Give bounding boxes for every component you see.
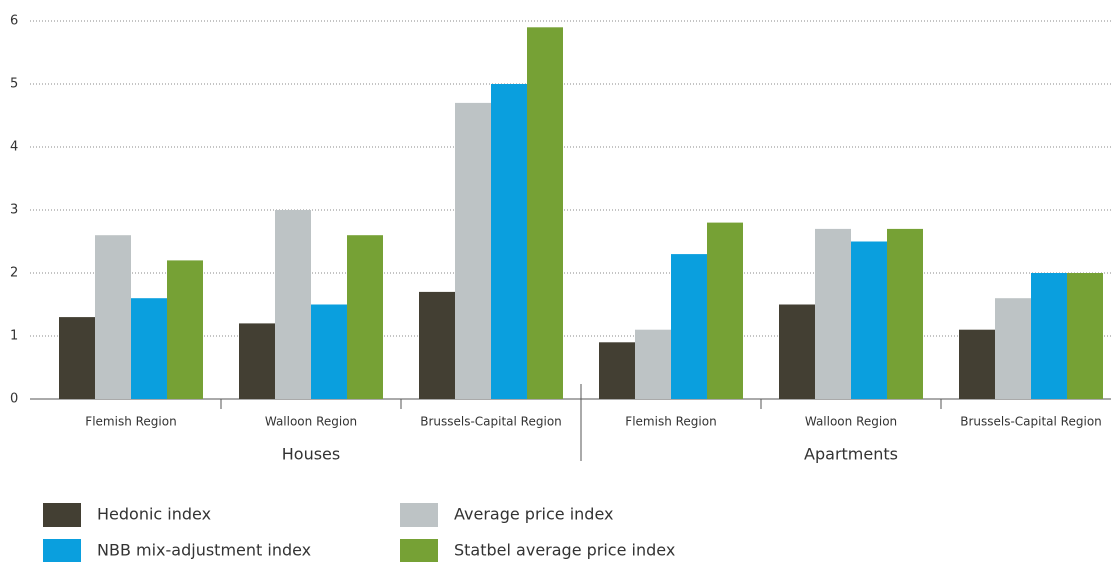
x-tick-label: Walloon Region xyxy=(805,415,897,429)
x-tick-label: Flemish Region xyxy=(85,415,176,429)
group-label: Apartments xyxy=(804,445,898,464)
legend-swatch xyxy=(43,539,81,562)
bar xyxy=(995,298,1031,399)
bar xyxy=(95,235,131,399)
bar xyxy=(671,254,707,399)
bar xyxy=(275,210,311,399)
bar xyxy=(347,235,383,399)
bar xyxy=(131,298,167,399)
y-tick-label: 6 xyxy=(10,14,18,29)
legend-label: Average price index xyxy=(454,505,613,524)
legend-label: Statbel average price index xyxy=(454,541,675,560)
bar xyxy=(779,304,815,399)
y-tick-label: 3 xyxy=(10,203,18,218)
legend-swatch xyxy=(43,503,81,527)
legend-swatch xyxy=(400,539,438,562)
bar xyxy=(1031,273,1067,399)
bar xyxy=(167,260,203,399)
bar xyxy=(707,222,743,399)
legend-label: Hedonic index xyxy=(97,505,211,524)
bar xyxy=(635,329,671,399)
y-tick-label: 2 xyxy=(10,266,18,281)
bar xyxy=(311,304,347,399)
y-tick-label: 5 xyxy=(10,77,18,92)
bar xyxy=(59,317,95,399)
y-tick-label: 1 xyxy=(10,329,18,344)
legend-label: NBB mix-adjustment index xyxy=(97,541,311,560)
bar xyxy=(527,27,563,400)
bar xyxy=(887,228,923,399)
bar xyxy=(599,342,635,399)
y-tick-label: 0 xyxy=(10,392,18,407)
y-tick-label: 4 xyxy=(10,140,18,155)
bar xyxy=(491,84,527,399)
bar xyxy=(815,228,851,399)
x-tick-label: Flemish Region xyxy=(625,415,716,429)
x-tick-label: Walloon Region xyxy=(265,415,357,429)
x-tick-label: Brussels-Capital Region xyxy=(960,415,1102,429)
bar xyxy=(851,241,887,399)
legend-swatch xyxy=(400,503,438,527)
bar xyxy=(419,291,455,399)
x-tick-label: Brussels-Capital Region xyxy=(420,415,562,429)
bar xyxy=(239,323,275,399)
group-label: Houses xyxy=(282,445,340,464)
bar xyxy=(1067,273,1103,399)
bar xyxy=(455,102,491,400)
bar xyxy=(959,329,995,399)
